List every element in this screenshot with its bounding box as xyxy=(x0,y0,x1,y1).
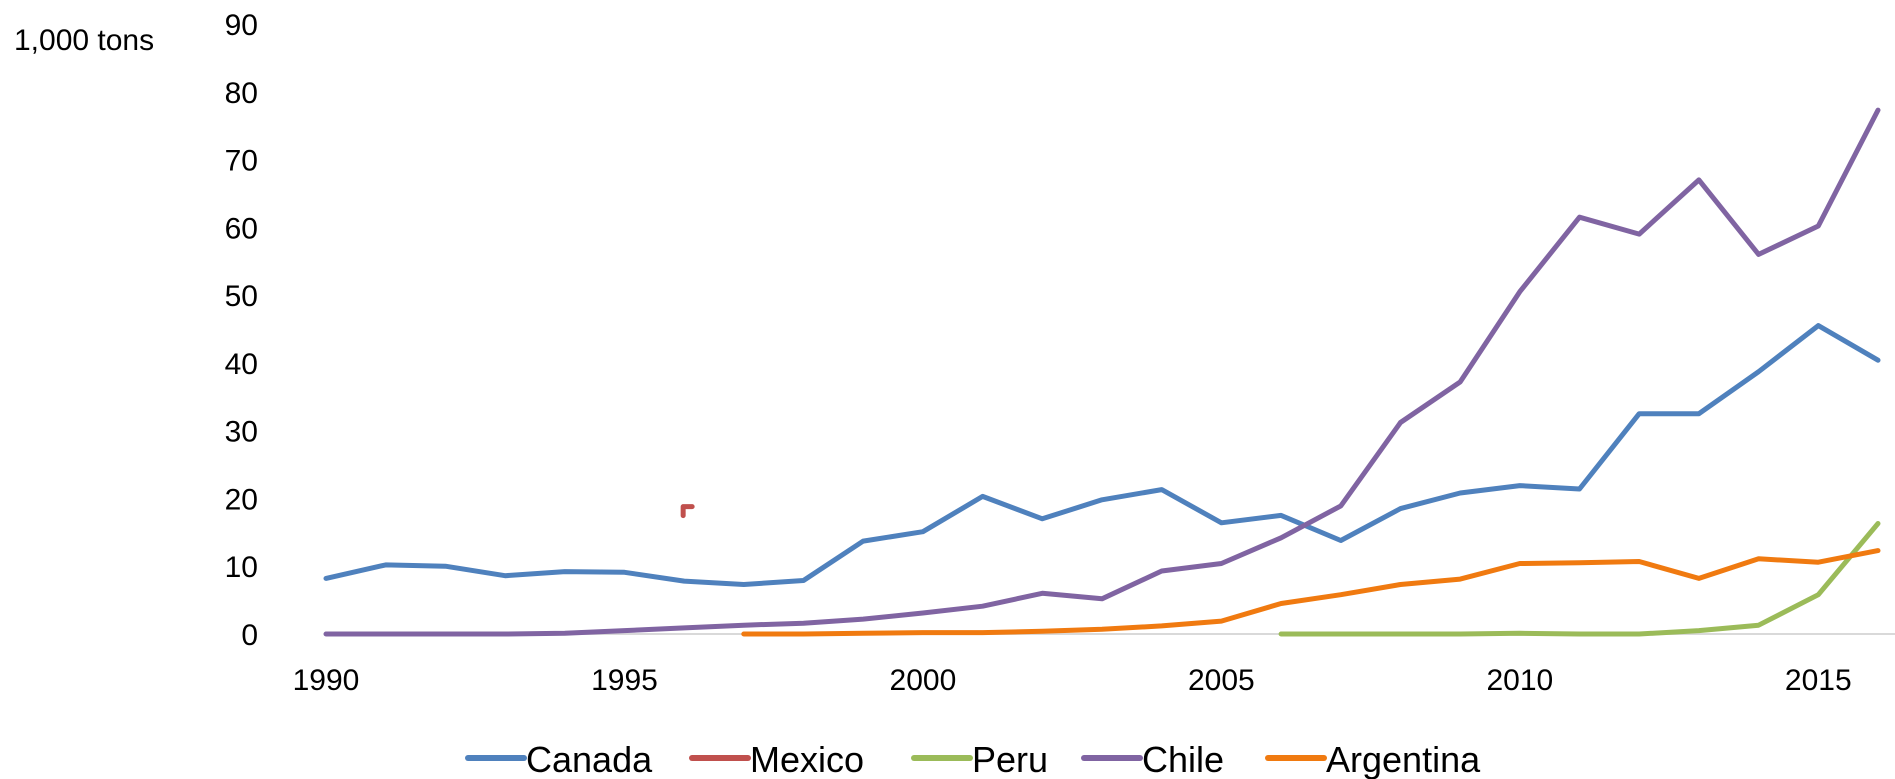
series-line-peru xyxy=(1278,521,1881,637)
series-line-canada xyxy=(323,323,1881,587)
y-tick-label: 80 xyxy=(225,77,258,110)
y-axis-unit-label: 1,000 tons xyxy=(14,24,154,57)
y-tick-label: 70 xyxy=(225,145,258,178)
legend-label-mexico: Mexico xyxy=(750,739,864,779)
series-lines xyxy=(323,107,1881,637)
x-axis-ticks: 1990 1995 2000 2005 2010 2015 xyxy=(293,664,1852,697)
legend-label-chile: Chile xyxy=(1142,739,1224,779)
y-tick-label: 30 xyxy=(225,416,258,449)
y-tick-label: 40 xyxy=(225,348,258,381)
y-tick-label: 20 xyxy=(225,483,258,516)
x-tick-label: 2010 xyxy=(1486,664,1553,697)
y-tick-label: 10 xyxy=(225,551,258,584)
legend: Canada Mexico Peru Chile Argentina xyxy=(465,739,1481,779)
x-tick-label: 1995 xyxy=(591,664,658,697)
series-line-argentina xyxy=(741,548,1881,637)
y-tick-label: 50 xyxy=(225,280,258,313)
y-tick-label: 60 xyxy=(225,212,258,245)
x-tick-label: 2015 xyxy=(1785,664,1852,697)
legend-label-canada: Canada xyxy=(526,739,653,779)
y-axis-ticks: 0 10 20 30 40 50 60 70 80 90 xyxy=(225,9,258,652)
legend-label-argentina: Argentina xyxy=(1326,739,1481,779)
y-tick-label: 90 xyxy=(225,9,258,42)
legend-label-peru: Peru xyxy=(972,739,1048,779)
series-point-mexico xyxy=(680,504,695,519)
x-tick-label: 2000 xyxy=(890,664,957,697)
x-tick-label: 1990 xyxy=(293,664,360,697)
series-line-chile xyxy=(323,107,1881,637)
x-tick-label: 2005 xyxy=(1188,664,1255,697)
y-tick-label: 0 xyxy=(241,619,258,652)
